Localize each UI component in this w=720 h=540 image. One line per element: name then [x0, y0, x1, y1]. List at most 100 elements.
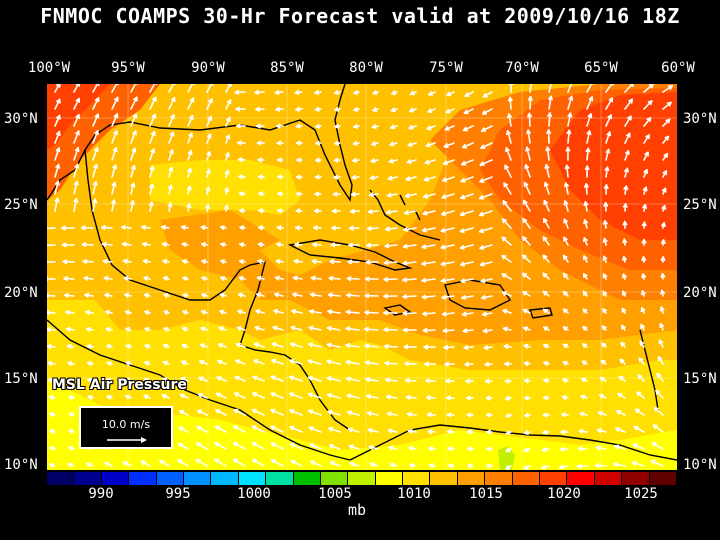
- wind-arrow-head: [311, 258, 317, 262]
- wind-arrow: [307, 393, 322, 399]
- wind-arrow: [54, 197, 59, 212]
- wind-arrow-head: [549, 112, 553, 117]
- wind-arrow-head: [445, 395, 451, 399]
- wind-arrow-head: [143, 292, 149, 296]
- wind-arrow-head: [236, 326, 242, 329]
- wind-arrow-head: [542, 290, 548, 294]
- wind-arrow-head: [622, 273, 627, 278]
- wind-arrow-head: [80, 225, 86, 229]
- wind-arrow-head: [366, 410, 372, 414]
- wind-arrow-head: [667, 118, 671, 124]
- wind-arrow-head: [352, 157, 357, 162]
- wind-arrow-head: [461, 160, 466, 166]
- wind-arrow-head: [441, 311, 447, 316]
- wind-arrow-head: [383, 310, 388, 314]
- wind-arrow: [605, 97, 614, 110]
- wind-arrow-head: [220, 225, 225, 228]
- wind-arrow-head: [386, 411, 392, 415]
- wind-arrow-head: [256, 123, 261, 127]
- wind-arrow: [187, 97, 195, 110]
- wind-arrow-head: [95, 84, 97, 85]
- wind-arrow-head: [189, 167, 192, 173]
- wind-arrow-head: [220, 259, 226, 262]
- wind-arrow-head: [523, 181, 529, 186]
- wind-arrow: [479, 176, 493, 183]
- wind-arrow: [290, 459, 303, 467]
- wind-arrow-head: [658, 339, 664, 344]
- wind-arrow-head: [630, 98, 634, 104]
- wind-arrow-head: [619, 358, 625, 362]
- wind-arrow-head: [383, 343, 389, 348]
- wind-arrow-head: [153, 130, 156, 136]
- wind-arrow: [289, 409, 303, 416]
- wind-arrow: [605, 131, 611, 144]
- wind-arrow: [73, 114, 80, 127]
- wind-arrow: [130, 165, 136, 178]
- wind-arrow: [130, 113, 137, 127]
- colorbar-cell: [457, 472, 486, 485]
- wind-arrow-head: [423, 344, 429, 349]
- wind-arrow-head: [81, 242, 87, 246]
- wind-arrow-head: [86, 343, 92, 347]
- wind-arrow: [366, 227, 379, 230]
- wind-arrow-head: [402, 243, 408, 248]
- wind-arrow-head: [484, 378, 490, 383]
- wind-arrow-head: [643, 238, 647, 244]
- wind-arrow-head: [94, 198, 98, 204]
- colorbar-cell: [320, 472, 349, 485]
- wind-arrow-head: [660, 306, 665, 311]
- wind-arrow: [565, 164, 569, 178]
- wind-arrow-head: [234, 89, 239, 94]
- wind-arrow-head: [462, 126, 467, 132]
- wind-arrow: [111, 84, 118, 93]
- wind-arrow-head: [644, 204, 648, 209]
- wind-arrow: [544, 181, 550, 195]
- wind-arrow: [364, 344, 379, 348]
- lat-label-15n-left: 15°N: [4, 371, 38, 387]
- wind-arrow-head: [601, 325, 607, 329]
- wind-arrow-head: [68, 428, 74, 432]
- wind-arrow-head: [440, 228, 445, 232]
- wind-arrow-head: [348, 444, 354, 447]
- wind-arrow-head: [639, 340, 645, 344]
- wind-arrow-head: [479, 178, 484, 183]
- wind-arrow-head: [383, 276, 389, 281]
- wind-arrow: [289, 342, 303, 348]
- wind-arrow-head: [446, 412, 452, 416]
- wind-arrow-head: [293, 258, 299, 262]
- wind-arrow: [421, 278, 436, 282]
- wind-arrow-head: [208, 168, 211, 174]
- wind-arrow: [92, 146, 98, 161]
- wind-arrow: [214, 425, 227, 433]
- wind-arrow-head: [543, 199, 549, 204]
- wind-arrow-head: [570, 95, 574, 101]
- wind-arrow: [402, 244, 417, 248]
- wind-arrow: [662, 101, 672, 110]
- wind-arrow: [196, 425, 208, 433]
- wind-arrow-head: [505, 413, 510, 418]
- wind-arrow-head: [328, 426, 334, 430]
- wind-arrow-head: [662, 256, 666, 261]
- wind-arrow-head: [68, 395, 74, 398]
- wind-arrow-head: [569, 112, 573, 118]
- wind-arrow-head: [389, 462, 395, 466]
- wind-arrow-head: [227, 152, 230, 158]
- wind-arrow: [289, 359, 303, 365]
- wind-arrow: [402, 261, 417, 265]
- wind-arrow-head: [151, 183, 155, 189]
- wind-arrow: [650, 459, 664, 467]
- wind-arrow-head: [508, 84, 511, 86]
- colorbar-cell: [293, 472, 321, 485]
- wind-arrow-head: [582, 308, 588, 312]
- wind-arrow: [460, 193, 474, 199]
- wind-arrow-head: [485, 412, 491, 416]
- wind-arrow-head: [255, 106, 260, 111]
- wind-arrow-head: [141, 224, 146, 228]
- wind-arrow-head: [239, 208, 244, 212]
- wind-arrow-head: [144, 360, 150, 364]
- wind-arrow: [567, 95, 573, 110]
- wind-arrow-head: [163, 275, 168, 279]
- wind-arrow: [651, 442, 664, 450]
- wind-arrow-head: [295, 208, 301, 212]
- wind-arrow-head: [563, 218, 568, 223]
